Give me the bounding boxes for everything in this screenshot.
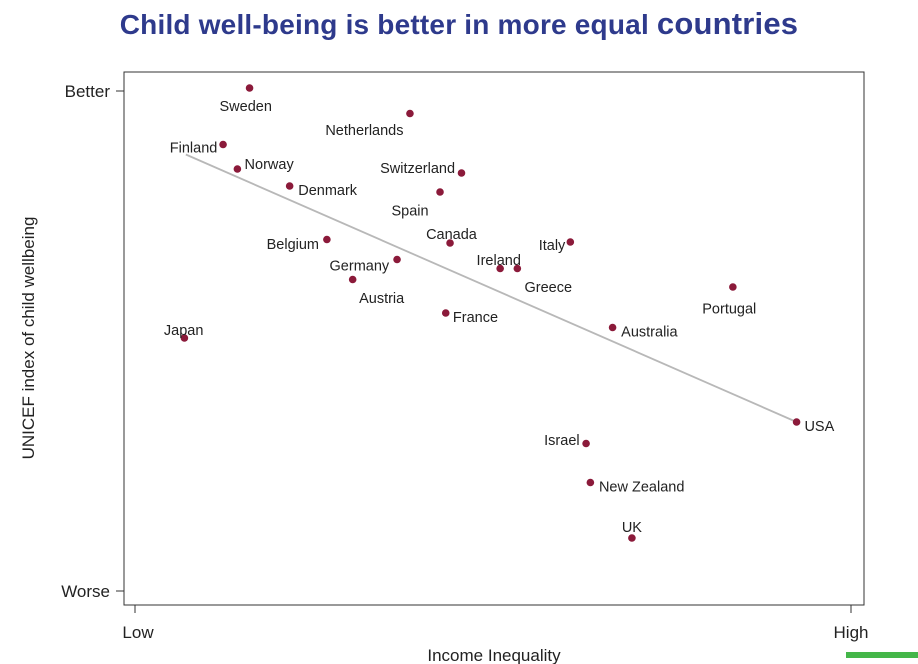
point-greece xyxy=(513,264,522,273)
point-norway xyxy=(233,165,242,173)
x-axis-title: Income Inequality xyxy=(427,646,561,664)
y-axis-title: UNICEF index of child wellbeing xyxy=(19,217,38,460)
point-japan xyxy=(180,334,189,342)
point-denmark xyxy=(285,182,294,190)
point-uk xyxy=(628,534,636,542)
point-france xyxy=(441,309,450,317)
accent-bar xyxy=(846,652,918,658)
point-israel xyxy=(582,439,590,448)
point-label-ireland: Ireland xyxy=(477,253,521,269)
point-label-portugal: Portugal xyxy=(702,302,756,318)
plot-frame xyxy=(123,71,865,606)
x-axis: Low High Income Inequality xyxy=(122,605,868,664)
point-netherlands xyxy=(406,109,414,118)
point-label-norway: Norway xyxy=(245,157,295,173)
point-label-netherlands: Netherlands xyxy=(325,123,403,139)
point-portugal xyxy=(729,283,737,291)
point-label-greece: Greece xyxy=(525,280,573,296)
point-label-italy: Italy xyxy=(539,238,566,254)
point-italy xyxy=(566,238,575,246)
point-sweden xyxy=(245,84,254,92)
chart-title-main: Child well-being is better in more equal xyxy=(119,9,649,40)
y-axis: Better Worse UNICEF index of child wellb… xyxy=(19,82,124,601)
point-label-usa: USA xyxy=(804,419,834,435)
point-label-sweden: Sweden xyxy=(219,99,271,115)
chart-title-emphasis: countries xyxy=(656,6,799,41)
point-label-france: France xyxy=(453,310,498,326)
trend-line xyxy=(185,153,797,423)
point-label-australia: Australia xyxy=(621,325,678,341)
point-label-denmark: Denmark xyxy=(298,183,358,199)
chart-title: Child well-being is better in more equal… xyxy=(0,6,918,42)
point-label-switzerland: Switzerland xyxy=(380,161,455,177)
y-tick-label-worse: Worse xyxy=(61,582,110,601)
point-switzerland xyxy=(457,169,466,177)
point-label-uk: UK xyxy=(622,520,642,536)
point-label-spain: Spain xyxy=(391,204,428,220)
point-australia xyxy=(608,323,617,332)
point-austria xyxy=(348,275,357,284)
point-germany xyxy=(393,255,401,264)
data-points: Sweden Netherlands Finland Norway Switzerlan… xyxy=(164,84,835,542)
y-tick-label-better: Better xyxy=(65,82,111,101)
point-belgium xyxy=(323,235,331,244)
x-tick-label-high: High xyxy=(834,623,869,642)
point-ireland xyxy=(496,264,504,273)
point-new-zealand xyxy=(586,478,595,487)
point-label-belgium: Belgium xyxy=(267,237,319,253)
point-canada xyxy=(446,239,454,247)
point-spain xyxy=(436,188,444,196)
point-finland xyxy=(219,140,227,149)
point-label-canada: Canada xyxy=(426,227,478,243)
point-label-finland: Finland xyxy=(170,141,218,157)
point-label-israel: Israel xyxy=(544,433,579,449)
point-label-germany: Germany xyxy=(330,259,390,275)
point-usa xyxy=(792,418,801,426)
point-label-austria: Austria xyxy=(359,291,405,307)
point-label-japan: Japan xyxy=(164,323,204,339)
point-label-new-zealand: New Zealand xyxy=(599,480,684,496)
x-tick-label-low: Low xyxy=(122,623,154,642)
